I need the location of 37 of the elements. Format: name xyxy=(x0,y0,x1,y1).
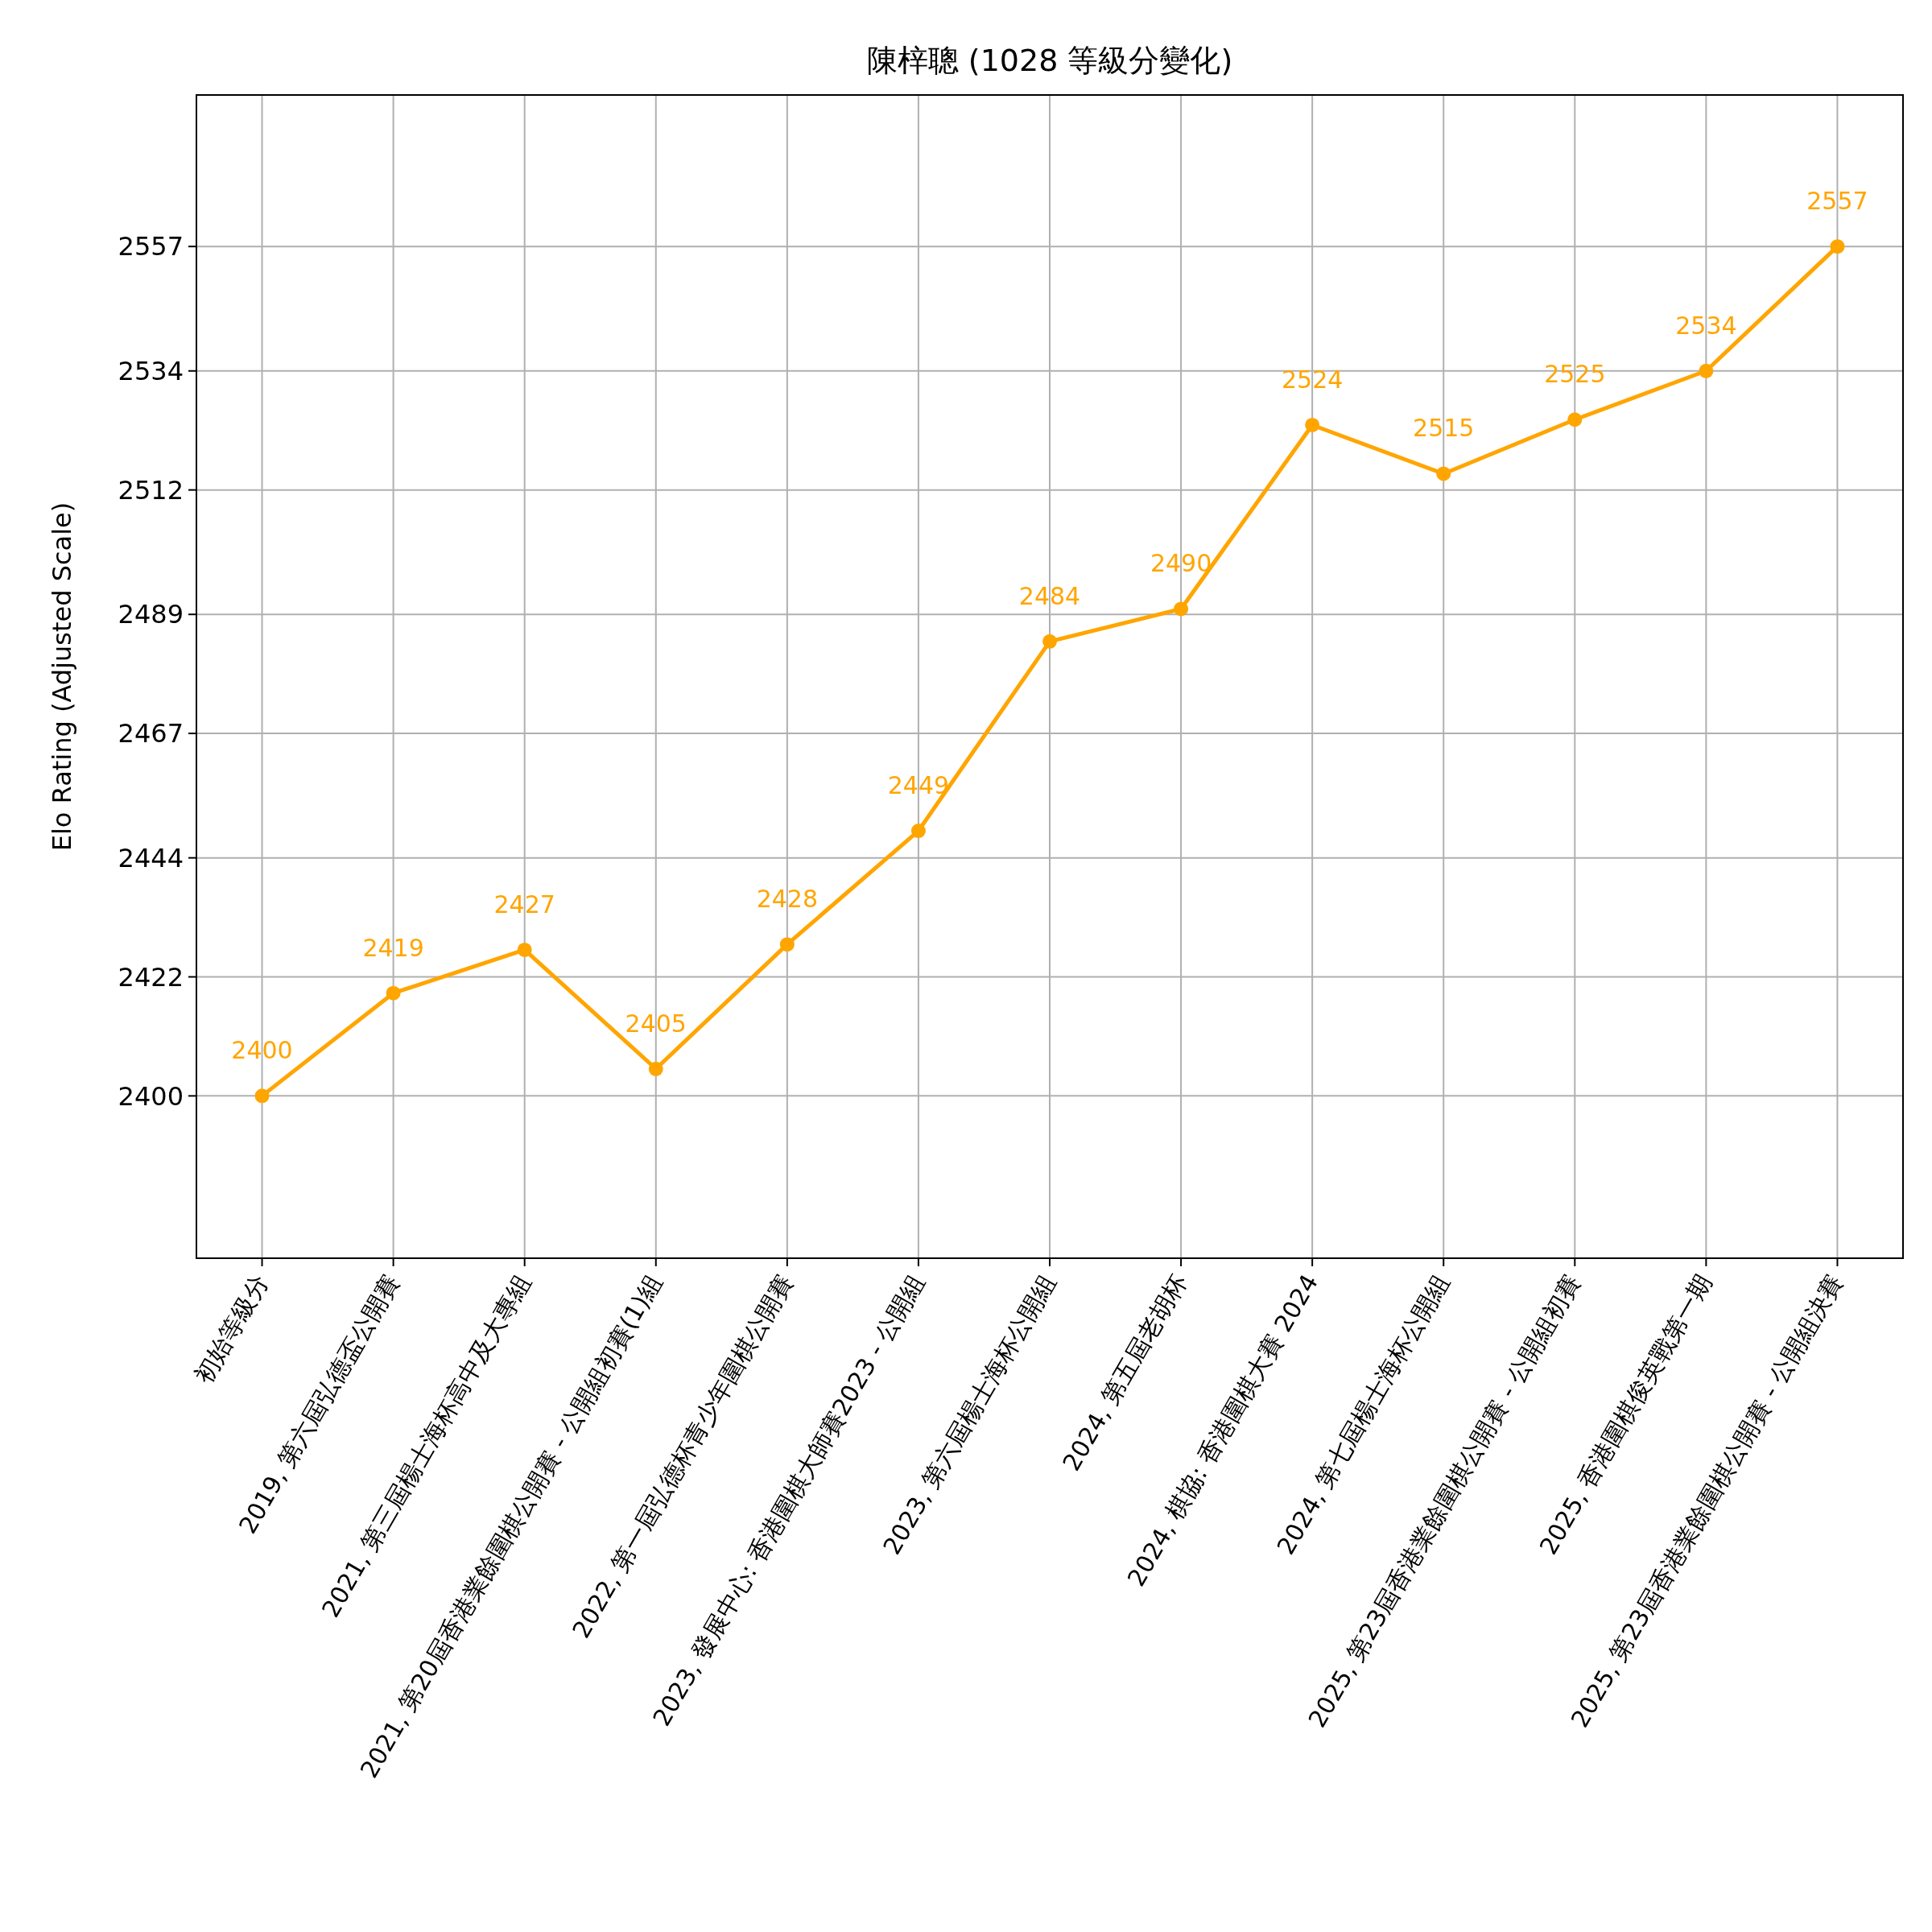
point xyxy=(1436,466,1451,481)
data-label: 2449 xyxy=(887,771,950,800)
data-label: 2405 xyxy=(625,1009,687,1038)
data-label: 2534 xyxy=(1675,311,1737,340)
data-label: 2400 xyxy=(231,1036,293,1065)
point xyxy=(910,824,926,839)
point xyxy=(1830,239,1845,254)
point xyxy=(1305,417,1320,432)
y-tick-label: 2512 xyxy=(118,474,184,506)
y-tick-label: 2534 xyxy=(118,355,184,386)
point xyxy=(386,985,401,1001)
x-tick-label: 初始等級分 xyxy=(188,1269,274,1389)
data-label: 2427 xyxy=(493,890,555,919)
y-tick-label: 2422 xyxy=(118,961,184,993)
point xyxy=(254,1088,270,1104)
y-tick-label: 2557 xyxy=(118,231,184,262)
y-tick-label: 2444 xyxy=(118,842,184,873)
chart-title: 陳梓聰 (1028 等級分變化) xyxy=(866,43,1233,78)
y-tick-label: 2400 xyxy=(118,1080,184,1112)
point xyxy=(517,942,532,957)
data-label: 2515 xyxy=(1413,414,1475,443)
data-label: 2557 xyxy=(1806,187,1868,216)
y-tick-label: 2489 xyxy=(118,599,184,630)
point xyxy=(1567,412,1583,427)
y-tick-label: 2467 xyxy=(118,718,184,749)
data-label: 2490 xyxy=(1150,549,1212,578)
point xyxy=(779,937,795,952)
point xyxy=(1699,363,1714,378)
data-label: 2524 xyxy=(1281,365,1344,394)
data-label: 2484 xyxy=(1018,581,1081,610)
data-label: 2428 xyxy=(756,885,819,914)
y-axis-title: Elo Rating (Adjusted Scale) xyxy=(47,502,77,852)
point xyxy=(1042,634,1057,649)
data-label: 2525 xyxy=(1544,360,1606,389)
point xyxy=(1174,601,1189,617)
point xyxy=(648,1061,663,1076)
data-label: 2419 xyxy=(362,933,424,962)
